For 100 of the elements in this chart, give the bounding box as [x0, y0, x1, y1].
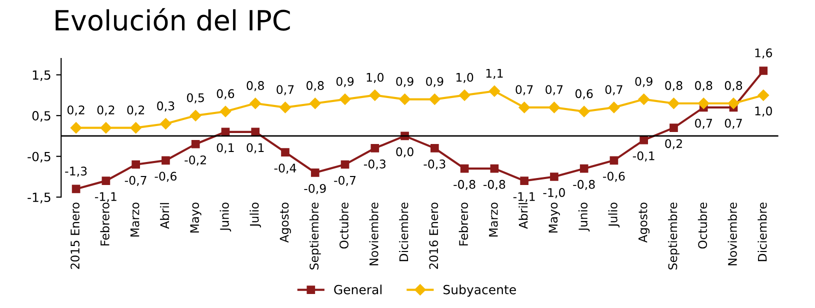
point — [640, 136, 648, 144]
data-label: -1,1 — [513, 192, 535, 202]
data-label: 0,8 — [306, 81, 324, 92]
data-label: 0,2 — [665, 139, 682, 150]
x-tick-label: Febrero — [100, 202, 110, 246]
data-label: 0,8 — [246, 81, 264, 92]
point — [610, 156, 618, 165]
x-tick-label: Diciembre — [758, 202, 767, 262]
data-label: -0,7 — [124, 176, 146, 186]
data-label: 0,6 — [216, 89, 234, 100]
point — [429, 94, 440, 105]
x-tick-label: Abril — [160, 203, 170, 229]
data-label: 0,7 — [546, 85, 563, 96]
x-tick-label: Abril — [518, 203, 528, 229]
y-tick-label: 1,5 — [32, 70, 50, 82]
x-tick-label: Septiembre — [309, 202, 321, 270]
x-tick-label: Junio — [578, 202, 590, 232]
data-label: 0,8 — [665, 81, 682, 92]
data-label: -0,8 — [573, 180, 595, 190]
data-label: 0,7 — [276, 85, 294, 96]
data-label: -0,7 — [334, 176, 356, 186]
legend-label: General — [334, 284, 382, 294]
point — [698, 98, 710, 109]
y-tick-label: -0,5 — [28, 152, 50, 163]
data-label: 1,0 — [755, 106, 772, 117]
x-tick-label: Marzo — [130, 202, 140, 237]
point — [280, 102, 291, 114]
point — [490, 164, 499, 173]
data-label: -0,8 — [483, 180, 506, 190]
point — [102, 176, 110, 185]
point — [759, 66, 768, 75]
point — [369, 90, 381, 101]
point — [550, 172, 558, 181]
point — [460, 164, 469, 173]
point — [221, 128, 230, 136]
point — [518, 102, 530, 114]
data-label: 1,1 — [486, 68, 503, 79]
x-tick-label: Mayo — [548, 202, 560, 232]
point — [728, 98, 740, 109]
data-label: 1,0 — [456, 72, 474, 84]
data-label: -1,3 — [65, 166, 87, 177]
x-tick-label: Junio — [220, 202, 232, 232]
data-label: 0,7 — [724, 118, 742, 129]
point — [72, 184, 80, 194]
x-tick-label: Septiembre — [668, 202, 680, 270]
point — [281, 148, 290, 156]
x-tick-label: Noviembre — [369, 202, 378, 266]
data-label: 0,8 — [724, 81, 742, 92]
point — [70, 122, 82, 134]
data-label: 1,0 — [366, 72, 384, 84]
point — [160, 118, 172, 130]
point — [578, 106, 590, 118]
data-label: 0,7 — [516, 85, 533, 96]
point — [339, 94, 351, 105]
x-tick-label: Mayo — [190, 202, 202, 232]
point — [370, 144, 380, 152]
data-label: 0,3 — [157, 101, 174, 112]
point — [548, 102, 560, 114]
x-tick-label: Noviembre — [728, 202, 737, 266]
data-label: 0,9 — [336, 76, 354, 88]
data-label: 0,8 — [695, 81, 712, 92]
data-label: -0,3 — [364, 160, 386, 170]
point — [399, 94, 410, 105]
x-tick-label: Diciembre — [399, 202, 408, 262]
point — [670, 124, 678, 132]
x-tick-label: Agosto — [280, 202, 291, 243]
point — [488, 86, 500, 97]
point — [608, 102, 620, 114]
data-label: 0,2 — [127, 105, 144, 116]
point — [250, 98, 261, 109]
point — [130, 122, 142, 134]
x-tick-label: Julio — [608, 202, 620, 228]
x-tick-label: 2016 Enero — [429, 202, 438, 269]
x-tick-label: Febrero — [458, 202, 468, 246]
point — [340, 160, 350, 169]
data-label: -0,9 — [304, 184, 326, 194]
point — [758, 90, 769, 101]
point — [668, 98, 680, 109]
data-label: -0,1 — [632, 151, 654, 162]
data-label: 0,5 — [186, 93, 204, 104]
y-tick-label: 0,5 — [32, 111, 50, 122]
data-label: -0,3 — [424, 160, 446, 170]
y-tick-label: -1,5 — [28, 192, 50, 204]
x-tick-label: 2015 Enero — [70, 202, 80, 269]
point — [220, 106, 232, 118]
point — [310, 98, 321, 109]
data-label: -0,4 — [274, 164, 296, 174]
point — [310, 168, 320, 177]
data-label: 0,7 — [605, 85, 622, 96]
point — [162, 156, 170, 165]
data-label: -0,2 — [184, 155, 206, 166]
data-label: -0,6 — [603, 172, 625, 182]
point — [638, 94, 650, 105]
data-label: -1,1 — [95, 192, 116, 202]
data-label: 0,0 — [396, 147, 414, 158]
x-tick-label: Agosto — [638, 202, 650, 243]
data-label: -1,0 — [543, 188, 565, 198]
x-tick-label: Octubre — [698, 202, 708, 249]
data-label: 0,1 — [246, 143, 264, 154]
x-tick-label: Octubre — [339, 202, 348, 249]
